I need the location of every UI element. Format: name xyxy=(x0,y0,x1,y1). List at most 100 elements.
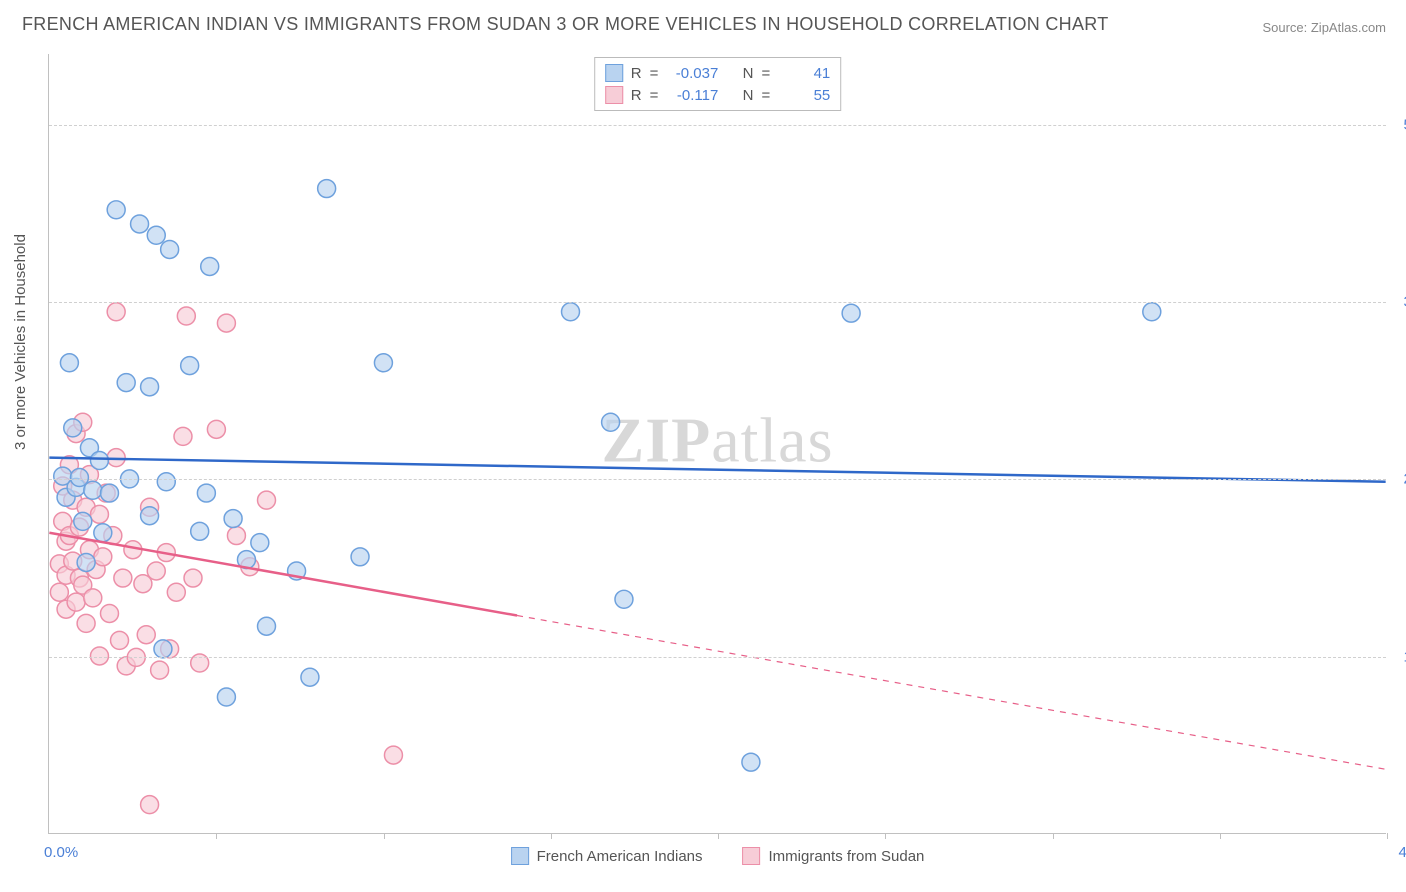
data-point xyxy=(141,507,159,525)
x-tick-mark xyxy=(1220,833,1221,839)
equals-sign: = xyxy=(650,87,659,104)
data-point xyxy=(60,456,78,474)
data-point xyxy=(74,576,92,594)
trend-line xyxy=(49,458,1385,482)
x-tick-mark xyxy=(551,833,552,839)
r-value: -0.117 xyxy=(666,87,718,104)
data-point xyxy=(842,304,860,322)
data-point xyxy=(161,640,179,658)
data-point xyxy=(742,753,760,771)
source-attribution: Source: ZipAtlas.com xyxy=(1262,20,1386,35)
data-point xyxy=(174,427,192,445)
r-value: -0.037 xyxy=(666,65,718,82)
data-point xyxy=(64,491,82,509)
series-legend-item: Immigrants from Sudan xyxy=(743,847,925,865)
data-point xyxy=(201,257,219,275)
series-legend-item: French American Indians xyxy=(511,847,703,865)
correlation-legend: R=-0.037 N=41R=-0.117 N=55 xyxy=(594,57,842,111)
n-label: N xyxy=(743,87,754,104)
data-point xyxy=(80,466,98,484)
x-tick-mark xyxy=(718,833,719,839)
data-point xyxy=(64,419,82,437)
data-point xyxy=(602,413,620,431)
data-point xyxy=(117,657,135,675)
r-label: R xyxy=(631,87,642,104)
data-point xyxy=(147,226,165,244)
data-point xyxy=(57,566,75,584)
data-point xyxy=(54,512,72,530)
data-point xyxy=(151,661,169,679)
data-point xyxy=(94,548,112,566)
data-point xyxy=(94,524,112,542)
x-tick-mark xyxy=(1053,833,1054,839)
data-point xyxy=(227,527,245,545)
data-point xyxy=(134,575,152,593)
x-axis-max-label: 40.0% xyxy=(1398,844,1406,861)
data-point xyxy=(70,518,88,536)
legend-swatch xyxy=(511,847,529,865)
trend-line xyxy=(49,533,517,616)
data-point xyxy=(374,354,392,372)
y-tick-label: 12.5% xyxy=(1391,648,1406,665)
data-point xyxy=(84,589,102,607)
plot-area: ZIPatlas R=-0.037 N=41R=-0.117 N=55 Fren… xyxy=(48,54,1386,834)
data-point xyxy=(54,467,72,485)
data-point xyxy=(107,449,125,467)
series-legend-label: French American Indians xyxy=(537,848,703,865)
data-point xyxy=(90,505,108,523)
data-point xyxy=(77,553,95,571)
data-point xyxy=(84,481,102,499)
data-point xyxy=(111,631,129,649)
watermark: ZIPatlas xyxy=(602,403,834,477)
data-point xyxy=(217,314,235,332)
legend-swatch xyxy=(605,86,623,104)
data-point xyxy=(60,527,78,545)
y-tick-label: 25.0% xyxy=(1391,471,1406,488)
data-point xyxy=(67,425,85,443)
gridline-horizontal xyxy=(49,302,1386,303)
legend-row: R=-0.037 N=41 xyxy=(605,62,831,84)
data-point xyxy=(137,626,155,644)
data-point xyxy=(141,378,159,396)
data-point xyxy=(80,541,98,559)
data-point xyxy=(131,215,149,233)
data-point xyxy=(114,569,132,587)
data-point xyxy=(615,590,633,608)
data-point xyxy=(50,583,68,601)
data-point xyxy=(57,488,75,506)
data-point xyxy=(161,240,179,258)
n-label: N xyxy=(743,65,754,82)
data-point xyxy=(50,555,68,573)
gridline-horizontal xyxy=(49,657,1386,658)
x-tick-mark xyxy=(1387,833,1388,839)
data-point xyxy=(177,307,195,325)
watermark-part1: ZIP xyxy=(602,404,712,475)
data-point xyxy=(258,491,276,509)
watermark-part2: atlas xyxy=(711,404,833,475)
data-point xyxy=(107,303,125,321)
n-value: 55 xyxy=(778,87,830,104)
data-point xyxy=(117,374,135,392)
gridline-horizontal xyxy=(49,479,1386,480)
data-point xyxy=(197,484,215,502)
data-point xyxy=(157,544,175,562)
data-point xyxy=(57,532,75,550)
data-point xyxy=(167,583,185,601)
data-point xyxy=(157,473,175,491)
data-point xyxy=(57,600,75,618)
data-point xyxy=(74,512,92,530)
series-legend: French American Indians Immigrants from S… xyxy=(511,847,925,865)
data-point xyxy=(288,562,306,580)
data-point xyxy=(104,527,122,545)
legend-swatch xyxy=(605,64,623,82)
data-point xyxy=(67,593,85,611)
data-point xyxy=(191,522,209,540)
data-point xyxy=(141,796,159,814)
data-point xyxy=(351,548,369,566)
data-point xyxy=(141,498,159,516)
data-point xyxy=(77,614,95,632)
r-label: R xyxy=(631,65,642,82)
y-axis-label: 3 or more Vehicles in Household xyxy=(12,234,29,450)
data-point xyxy=(107,201,125,219)
data-point xyxy=(251,534,269,552)
